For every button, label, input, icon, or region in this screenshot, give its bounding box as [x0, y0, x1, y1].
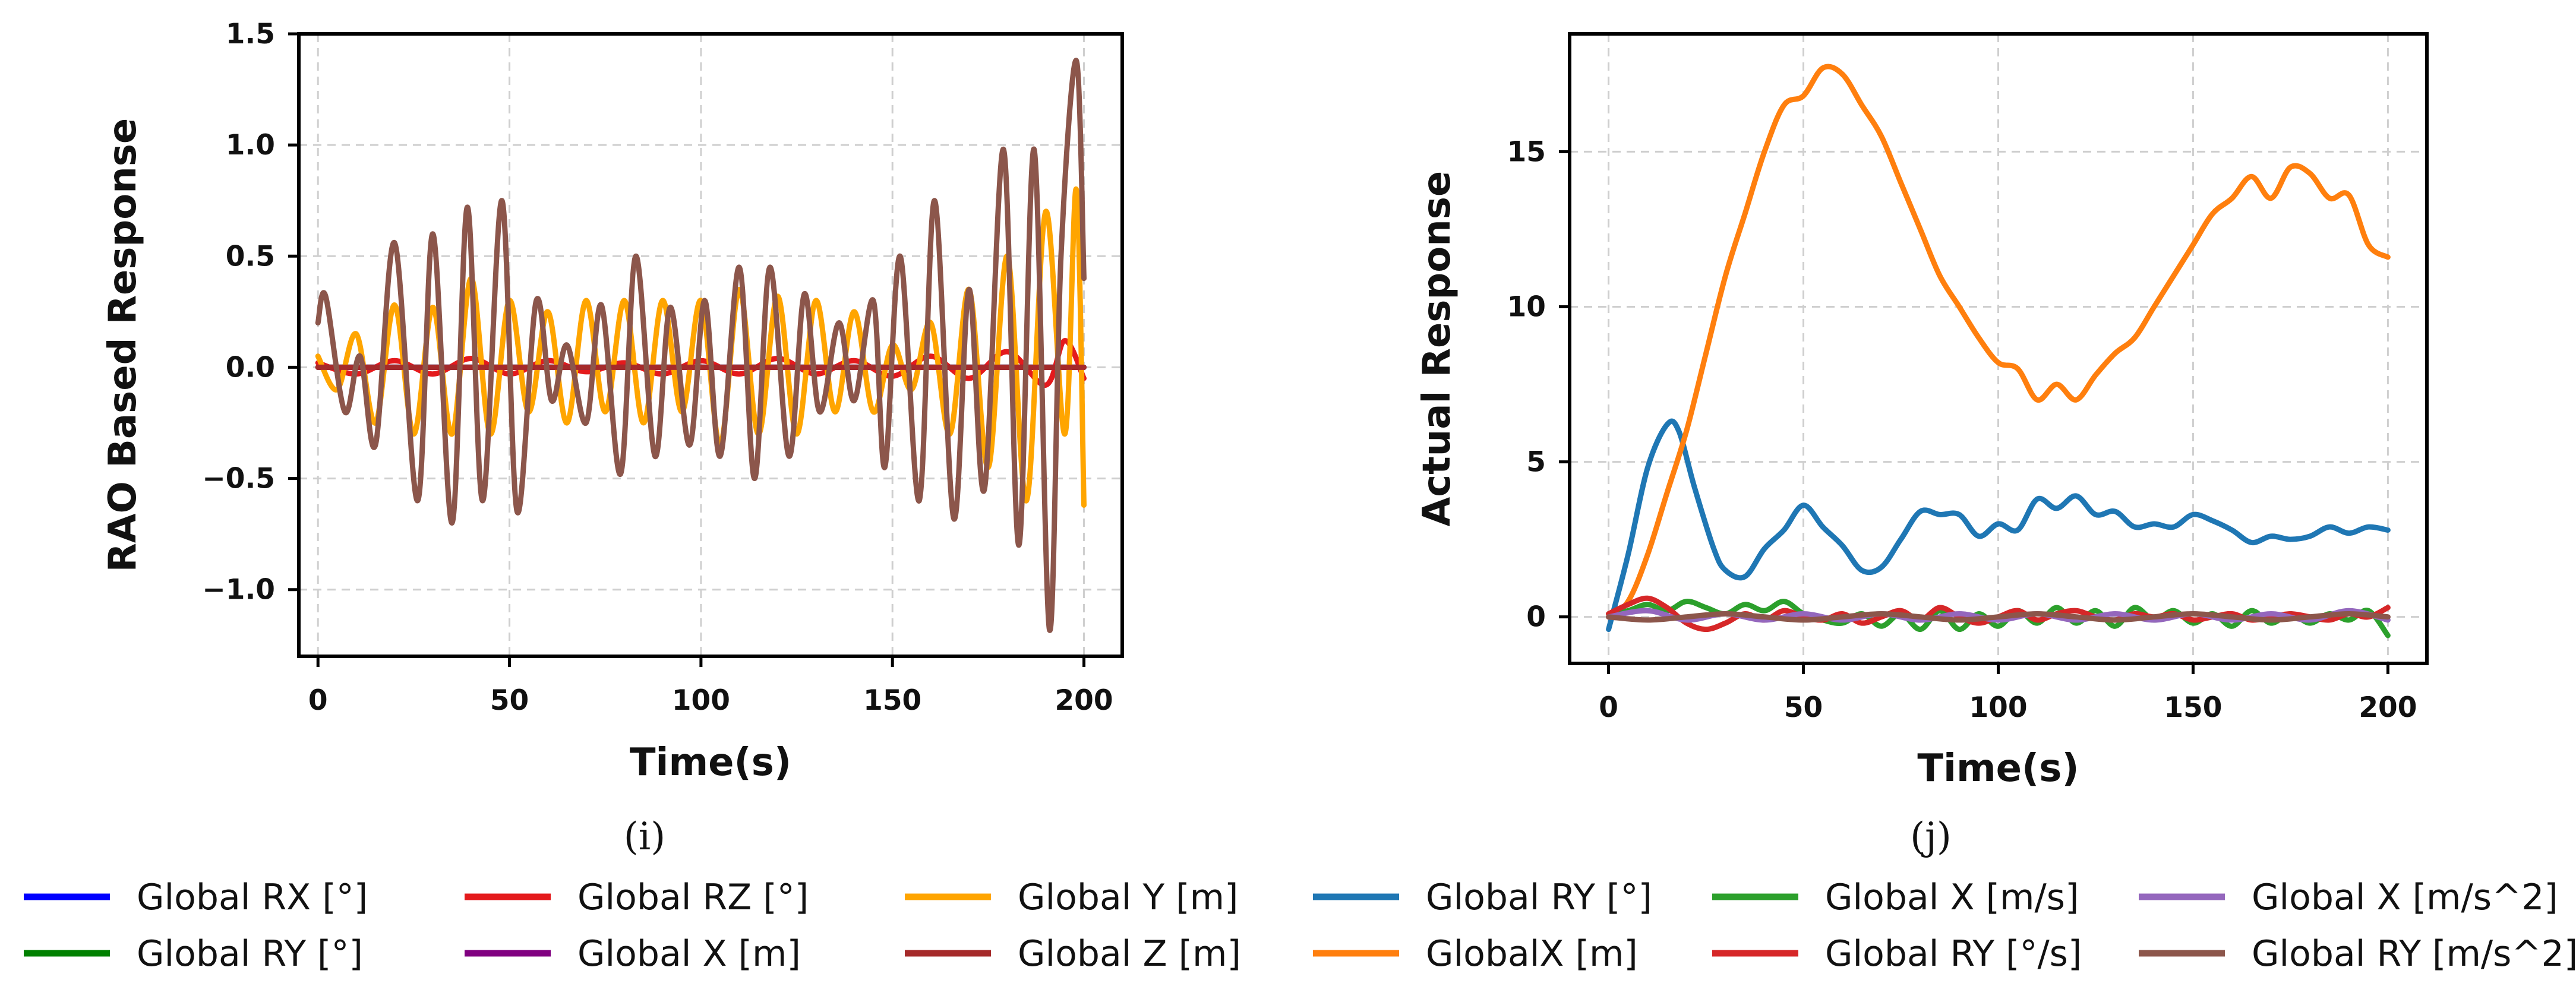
y-axis-label: RAO Based Response	[101, 118, 145, 573]
x-tick-label: 150	[2164, 691, 2222, 724]
legend-label: Global X [m/s]	[1825, 877, 2079, 918]
legend-label: Global RY [°]	[137, 933, 363, 975]
y-tick-label: −1.0	[202, 574, 275, 606]
x-tick-label: 150	[863, 684, 921, 717]
x-tick-label: 200	[2359, 691, 2417, 724]
legend-label: Global RY [m/s^2]	[2252, 933, 2576, 975]
x-tick-label: 50	[1784, 691, 1823, 724]
caption-j: (j)	[1910, 815, 1952, 859]
y-tick-label: 0	[1526, 601, 1546, 634]
series-line-0	[1606, 418, 2391, 633]
y-tick-label: 5	[1526, 446, 1546, 479]
legend-label: Global X [m]	[577, 933, 801, 975]
x-tick-label: 0	[308, 684, 328, 717]
legend-label: Global Z [m]	[1018, 933, 1241, 975]
series-line-6	[315, 58, 1087, 633]
series-line-5	[1606, 611, 2391, 623]
legend-label: Global RZ [°]	[577, 877, 809, 918]
legend-label: Global X [m/s^2]	[2252, 877, 2558, 918]
y-tick-label: 1.0	[226, 129, 275, 162]
plot-frame	[297, 32, 1124, 658]
y-tick-label: 15	[1507, 135, 1546, 168]
x-tick-label: 200	[1055, 684, 1113, 717]
y-tick-label: 0.5	[226, 240, 275, 273]
x-axis-label: Time(s)	[630, 741, 791, 785]
series-line-1	[1606, 64, 2391, 620]
y-tick-label: 1.5	[226, 18, 275, 50]
y-tick-label: 10	[1507, 291, 1546, 324]
chart-panel-i: 0 50 100 150 200 −1.0 −0.5 0.0 0.5 1.0 1.5 Time(s) R…	[101, 18, 1124, 785]
x-tick-label: 0	[1599, 691, 1618, 724]
legend: Global RX [°] Global RY [°] Global RZ [°] G…	[24, 877, 2576, 975]
x-tick-label: 100	[1969, 691, 2027, 724]
x-axis-label: Time(s)	[1917, 747, 2079, 791]
chart-panel-j: 0 50 100 150 200 0 5 10 15 Time(s) Actual Response	[1415, 32, 2429, 791]
y-tick-label: −0.5	[202, 463, 275, 495]
legend-label: Global RY [°]	[1426, 877, 1652, 918]
legend-label: Global RX [°]	[137, 877, 368, 918]
legend-label: GlobalX [m]	[1426, 933, 1638, 975]
y-axis-label: Actual Response	[1415, 171, 1459, 527]
caption-i: (i)	[624, 815, 665, 859]
x-tick-label: 100	[672, 684, 730, 717]
y-tick-label: 0.0	[226, 351, 275, 384]
legend-label: Global Y [m]	[1018, 877, 1238, 918]
legend-label: Global RY [°/s]	[1825, 933, 2082, 975]
x-tick-label: 50	[490, 684, 529, 717]
